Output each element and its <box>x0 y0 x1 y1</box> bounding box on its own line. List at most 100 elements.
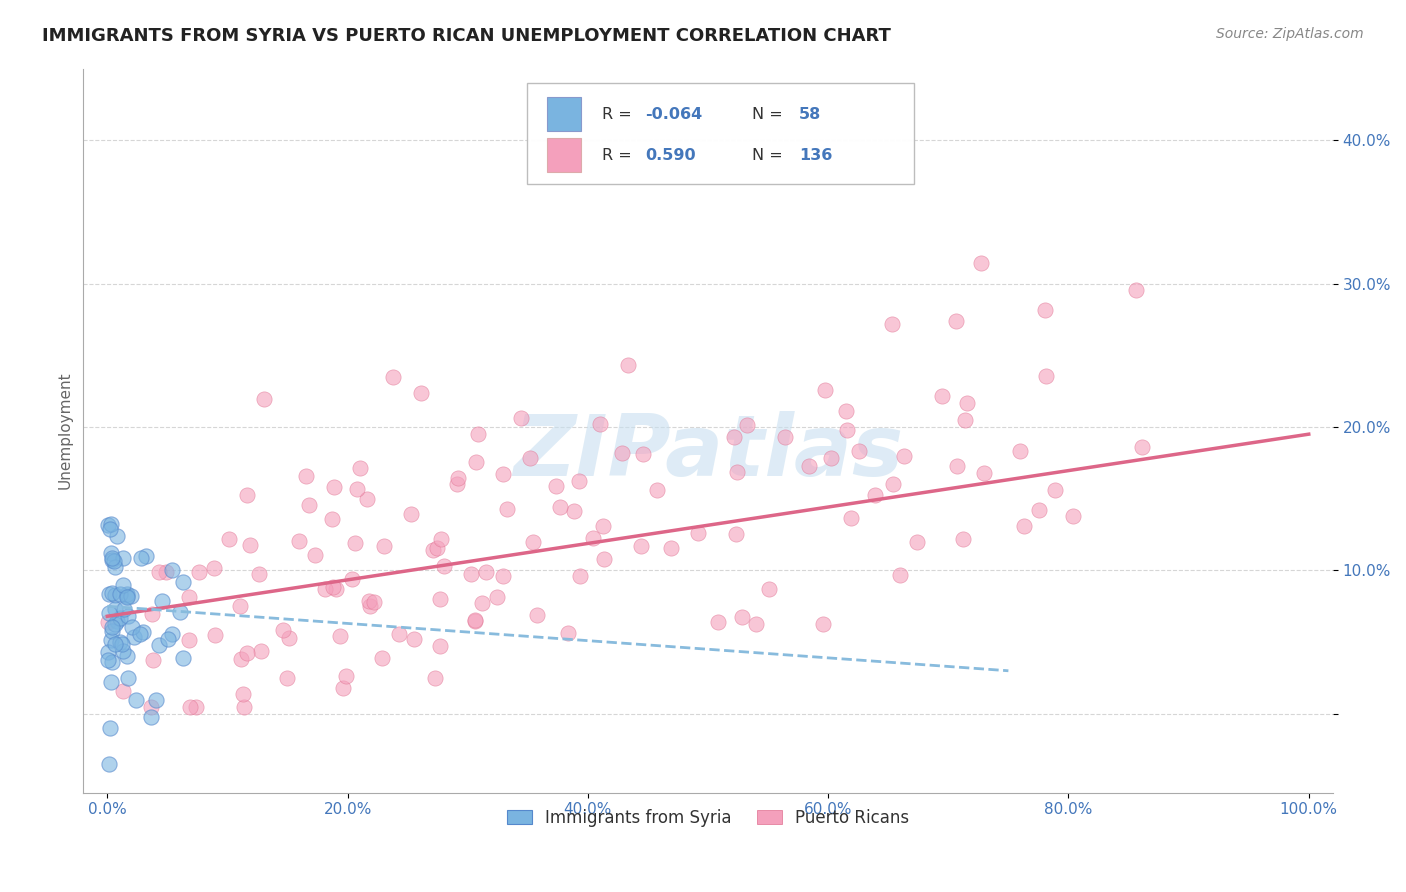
Puerto Ricans <box>889 567 911 582</box>
Immigrants from Syria <box>101 620 124 634</box>
Puerto Ricans <box>322 580 344 594</box>
Puerto Ricans <box>423 671 446 685</box>
Puerto Ricans <box>882 477 904 491</box>
Puerto Ricans <box>758 582 780 596</box>
Puerto Ricans <box>460 567 482 582</box>
Puerto Ricans <box>388 626 411 640</box>
Immigrants from Syria <box>101 586 124 600</box>
Immigrants from Syria <box>112 551 135 566</box>
Immigrants from Syria <box>98 522 121 536</box>
Puerto Ricans <box>325 582 347 596</box>
Puerto Ricans <box>893 449 915 463</box>
Immigrants from Syria <box>115 587 138 601</box>
Puerto Ricans <box>735 417 758 432</box>
Immigrants from Syria <box>100 675 122 690</box>
Puerto Ricans <box>404 632 426 646</box>
Immigrants from Syria <box>104 637 127 651</box>
Immigrants from Syria <box>97 587 120 601</box>
FancyBboxPatch shape <box>527 83 914 185</box>
Puerto Ricans <box>277 631 299 645</box>
Text: N =: N = <box>752 148 787 163</box>
Puerto Ricans <box>288 534 311 549</box>
Puerto Ricans <box>204 628 226 642</box>
Y-axis label: Unemployment: Unemployment <box>58 372 72 490</box>
Legend: Immigrants from Syria, Puerto Ricans: Immigrants from Syria, Puerto Ricans <box>499 800 918 835</box>
Puerto Ricans <box>344 536 367 550</box>
Puerto Ricans <box>589 417 612 432</box>
Puerto Ricans <box>429 640 451 654</box>
Puerto Ricans <box>582 531 605 545</box>
Puerto Ricans <box>276 671 298 685</box>
Puerto Ricans <box>471 596 494 610</box>
Immigrants from Syria <box>97 653 120 667</box>
Puerto Ricans <box>814 383 837 397</box>
Puerto Ricans <box>271 624 294 638</box>
Puerto Ricans <box>931 389 953 403</box>
Text: 58: 58 <box>799 107 821 121</box>
Puerto Ricans <box>1033 303 1056 318</box>
Puerto Ricans <box>111 684 134 698</box>
Immigrants from Syria <box>169 605 191 619</box>
Immigrants from Syria <box>100 551 122 566</box>
Puerto Ricans <box>731 610 754 624</box>
Immigrants from Syria <box>135 549 157 564</box>
Puerto Ricans <box>359 599 381 613</box>
Puerto Ricans <box>865 488 887 502</box>
Puerto Ricans <box>467 427 489 442</box>
Puerto Ricans <box>179 699 201 714</box>
Puerto Ricans <box>557 626 579 640</box>
Immigrants from Syria <box>129 550 152 565</box>
Puerto Ricans <box>433 558 456 573</box>
Puerto Ricans <box>630 539 652 553</box>
Puerto Ricans <box>321 511 343 525</box>
Puerto Ricans <box>969 256 991 270</box>
Puerto Ricans <box>745 617 768 632</box>
Puerto Ricans <box>610 446 633 460</box>
Puerto Ricans <box>357 593 380 607</box>
Immigrants from Syria <box>172 575 194 590</box>
Puerto Ricans <box>236 488 259 502</box>
Text: ZIPatlas: ZIPatlas <box>513 411 903 494</box>
Immigrants from Syria <box>107 614 129 628</box>
Puerto Ricans <box>429 591 451 606</box>
Puerto Ricans <box>232 687 254 701</box>
Puerto Ricans <box>905 535 928 549</box>
Immigrants from Syria <box>117 671 139 685</box>
Immigrants from Syria <box>104 601 127 615</box>
Puerto Ricans <box>1014 519 1036 533</box>
Puerto Ricans <box>725 465 748 479</box>
Immigrants from Syria <box>111 644 134 658</box>
Puerto Ricans <box>298 499 321 513</box>
Puerto Ricans <box>253 392 276 407</box>
Immigrants from Syria <box>100 546 122 560</box>
Puerto Ricans <box>546 479 568 493</box>
Puerto Ricans <box>1035 368 1057 383</box>
Immigrants from Syria <box>98 721 121 735</box>
Puerto Ricans <box>464 613 486 627</box>
FancyBboxPatch shape <box>547 138 581 172</box>
Puerto Ricans <box>848 444 870 458</box>
Immigrants from Syria <box>104 560 127 574</box>
Immigrants from Syria <box>97 518 120 533</box>
Text: 136: 136 <box>799 148 832 163</box>
Immigrants from Syria <box>101 553 124 567</box>
Puerto Ricans <box>236 646 259 660</box>
Puerto Ricans <box>548 500 571 514</box>
Puerto Ricans <box>723 430 745 444</box>
Immigrants from Syria <box>162 627 184 641</box>
Puerto Ricans <box>797 458 820 473</box>
Puerto Ricans <box>356 491 378 506</box>
Immigrants from Syria <box>172 650 194 665</box>
Puerto Ricans <box>568 474 591 488</box>
Puerto Ricans <box>304 548 326 562</box>
Puerto Ricans <box>952 532 974 546</box>
Puerto Ricans <box>179 591 201 605</box>
Puerto Ricans <box>342 572 364 586</box>
FancyBboxPatch shape <box>547 97 581 131</box>
Puerto Ricans <box>839 510 862 524</box>
Puerto Ricans <box>946 458 969 473</box>
Puerto Ricans <box>645 483 668 497</box>
Puerto Ricans <box>945 314 967 328</box>
Puerto Ricans <box>249 644 271 658</box>
Puerto Ricans <box>329 629 352 643</box>
